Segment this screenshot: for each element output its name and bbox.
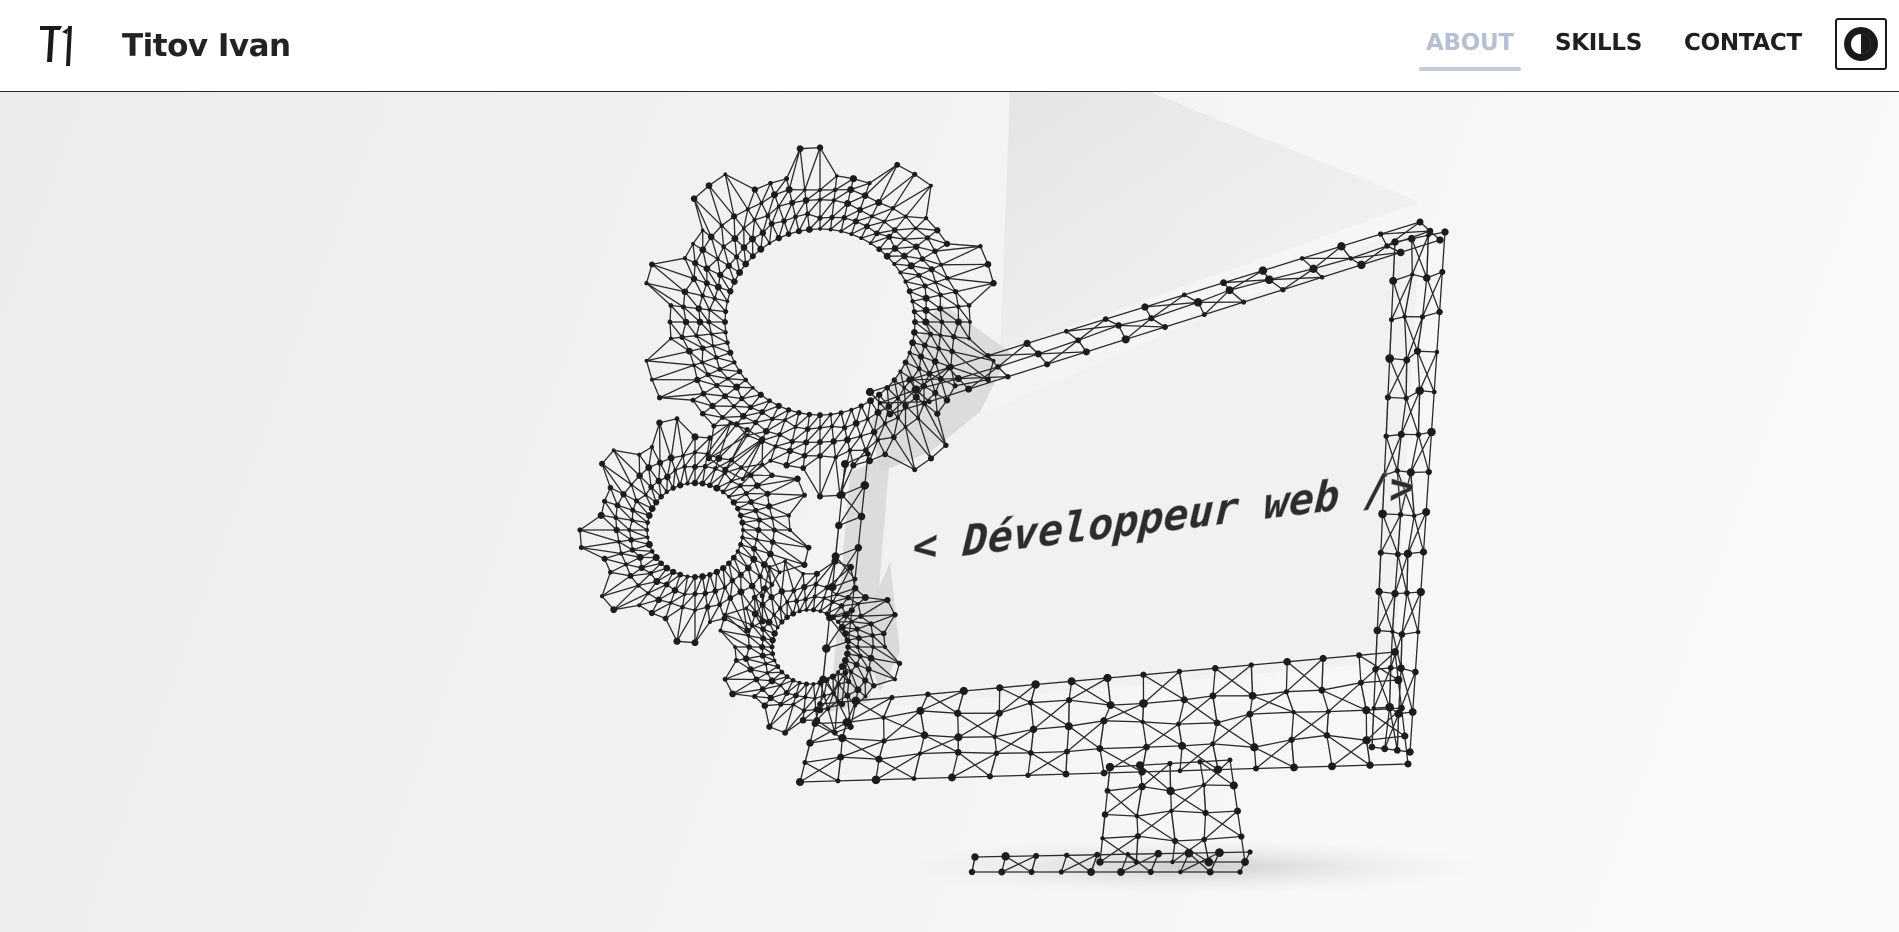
site-header: Titov Ivan ABOUT SKILLS CONTACT — [0, 0, 1899, 92]
nav-link-contact[interactable]: CONTACT — [1684, 30, 1802, 56]
contrast-half-circle-icon — [1844, 27, 1878, 61]
hero-illustration: < Développeur web /> — [577, 92, 1490, 895]
wireframe-nodes — [577, 144, 1449, 876]
theme-toggle-button[interactable] — [1835, 18, 1887, 70]
hero-banner: < Développeur web /> — [0, 92, 1899, 932]
nav-link-skills[interactable]: SKILLS — [1555, 30, 1643, 56]
ti-monogram-icon[interactable] — [38, 22, 78, 70]
brand-name[interactable]: Titov Ivan — [122, 28, 291, 64]
nav-link-about[interactable]: ABOUT — [1419, 26, 1521, 74]
